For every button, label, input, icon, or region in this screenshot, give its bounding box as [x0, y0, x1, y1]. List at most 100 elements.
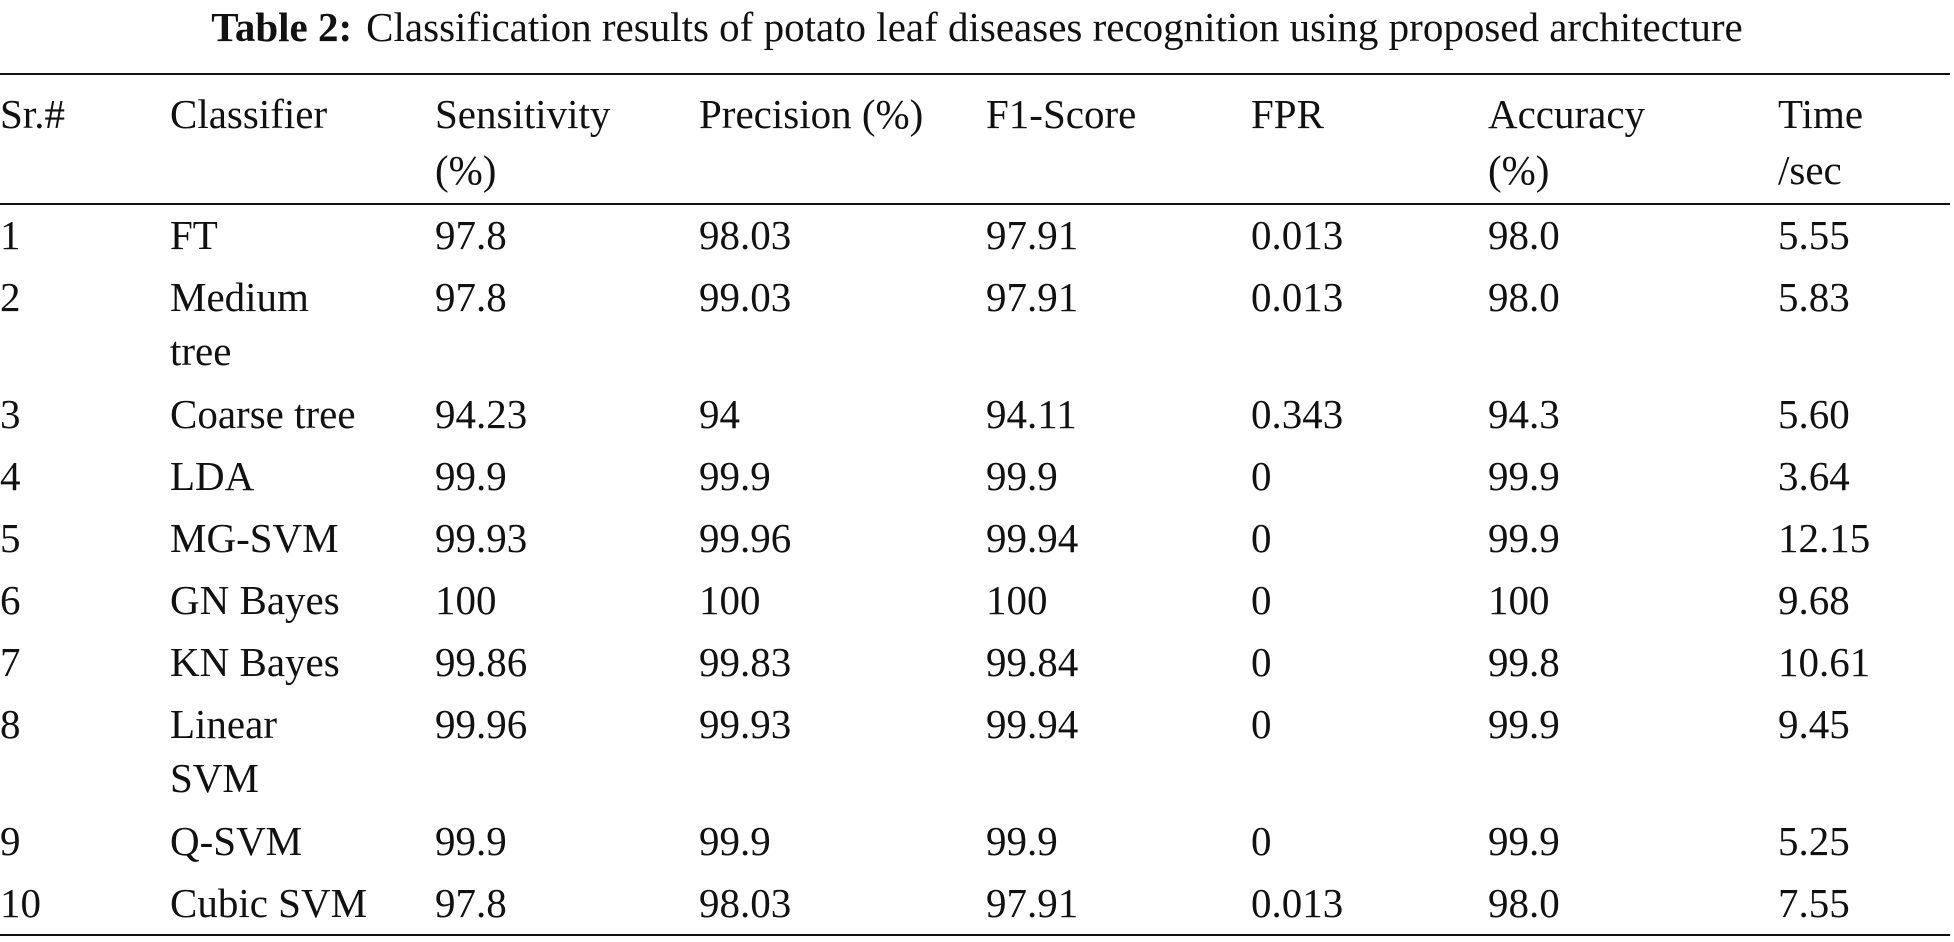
cell-precision: 99.9: [699, 453, 771, 499]
header-accuracy: Accuracy (%): [1488, 91, 1646, 193]
cell-f1-score: 97.91: [986, 274, 1079, 320]
cell-sr: 5: [0, 515, 21, 561]
cell-precision: 99.96: [699, 515, 792, 561]
cell-sensitivity: 99.93: [435, 515, 528, 561]
table-row: 5 MG-SVM 99.93 99.96 99.94 0 99.9 12.15: [0, 511, 1950, 573]
cell-f1-score: 99.84: [986, 639, 1079, 685]
cell-classifier: KN Bayes: [170, 639, 340, 685]
cell-classifier: FT: [170, 212, 218, 258]
cell-time: 7.55: [1778, 880, 1850, 926]
cell-fpr: 0: [1251, 577, 1272, 623]
cell-time: 5.83: [1778, 274, 1850, 320]
cell-sensitivity: 97.8: [435, 274, 507, 320]
cell-precision: 99.03: [699, 274, 792, 320]
cell-fpr: 0: [1251, 453, 1272, 499]
cell-accuracy: 99.9: [1488, 818, 1560, 864]
cell-sensitivity: 100: [435, 577, 497, 623]
cell-sensitivity: 99.9: [435, 818, 507, 864]
cell-fpr: 0.013: [1251, 212, 1344, 258]
header-precision: Precision (%): [699, 91, 924, 137]
cell-classifier: Q-SVM: [170, 818, 303, 864]
cell-accuracy: 98.0: [1488, 880, 1560, 926]
cell-sr: 8: [0, 701, 21, 747]
cell-time: 10.61: [1778, 639, 1871, 685]
table-row: 10 Cubic SVM 97.8 98.03 97.91 0.013 98.0 7.55: [0, 876, 1950, 938]
cell-time: 5.60: [1778, 391, 1850, 437]
cell-accuracy: 99.8: [1488, 639, 1560, 685]
table-caption: Table 2: Classification results of potato…: [0, 2, 1954, 52]
cell-f1-score: 97.91: [986, 212, 1079, 258]
cell-sensitivity: 94.23: [435, 391, 528, 437]
table-row: 3 Coarse tree 94.23 94 94.11 0.343 94.3 5.60: [0, 387, 1950, 449]
cell-sr: 2: [0, 274, 21, 320]
cell-precision: 99.93: [699, 701, 792, 747]
table-row: 7 KN Bayes 99.86 99.83 99.84 0 99.8 10.61: [0, 635, 1950, 697]
cell-classifier: Coarse tree: [170, 391, 356, 437]
table-body: 1 FT 97.8 98.03 97.91 0.013 98.0 5.55 2 Medium tr…: [0, 204, 1950, 938]
table-caption-text: Classification results of potato leaf di…: [366, 4, 1743, 50]
cell-sensitivity: 99.96: [435, 701, 528, 747]
cell-accuracy: 99.9: [1488, 515, 1560, 561]
top-rule: [0, 73, 1950, 75]
cell-precision: 99.83: [699, 639, 792, 685]
cell-precision: 100: [699, 577, 761, 623]
cell-sr: 4: [0, 453, 21, 499]
cell-sr: 9: [0, 818, 21, 864]
cell-f1-score: 99.9: [986, 453, 1058, 499]
cell-sr: 6: [0, 577, 21, 623]
cell-sensitivity: 97.8: [435, 880, 507, 926]
cell-sensitivity: 99.9: [435, 453, 507, 499]
cell-accuracy: 98.0: [1488, 212, 1560, 258]
cell-classifier: LDA: [170, 453, 255, 499]
cell-time: 3.64: [1778, 453, 1850, 499]
cell-fpr: 0: [1251, 639, 1272, 685]
table-row: 4 LDA 99.9 99.9 99.9 0 99.9 3.64: [0, 449, 1950, 511]
cell-sensitivity: 97.8: [435, 212, 507, 258]
bottom-rule: [0, 934, 1950, 936]
cell-sensitivity: 99.86: [435, 639, 528, 685]
cell-fpr: 0: [1251, 515, 1272, 561]
table-row: 2 Medium tree 97.8 99.03 97.91 0.013 98.0 5.83: [0, 270, 1950, 387]
cell-accuracy: 100: [1488, 577, 1550, 623]
cell-time: 9.68: [1778, 577, 1850, 623]
cell-fpr: 0: [1251, 818, 1272, 864]
cell-precision: 98.03: [699, 212, 792, 258]
table-header: Sr.# Classifier Sensitivity (%) Precisio…: [0, 86, 1950, 204]
cell-f1-score: 97.91: [986, 880, 1079, 926]
cell-sr: 3: [0, 391, 21, 437]
cell-classifier: Medium tree: [170, 274, 309, 374]
cell-precision: 94: [699, 391, 740, 437]
cell-fpr: 0.343: [1251, 391, 1344, 437]
table-row: 6 GN Bayes 100 100 100 0 100 9.68: [0, 573, 1950, 635]
header-fpr: FPR: [1251, 91, 1324, 137]
cell-fpr: 0: [1251, 701, 1272, 747]
cell-f1-score: 94.11: [986, 391, 1077, 437]
header-sensitivity: Sensitivity (%): [435, 91, 611, 193]
cell-f1-score: 100: [986, 577, 1048, 623]
cell-accuracy: 99.9: [1488, 701, 1560, 747]
cell-time: 5.25: [1778, 818, 1850, 864]
cell-precision: 99.9: [699, 818, 771, 864]
cell-f1-score: 99.9: [986, 818, 1058, 864]
header-f1-score: F1-Score: [986, 91, 1137, 137]
results-table: Sr.# Classifier Sensitivity (%) Precisio…: [0, 86, 1950, 938]
cell-time: 9.45: [1778, 701, 1850, 747]
cell-classifier: Linear SVM: [170, 701, 277, 801]
cell-accuracy: 94.3: [1488, 391, 1560, 437]
table-row: 1 FT 97.8 98.03 97.91 0.013 98.0 5.55: [0, 208, 1950, 270]
header-sr: Sr.#: [0, 91, 65, 137]
header-row: Sr.# Classifier Sensitivity (%) Precisio…: [0, 86, 1950, 204]
cell-sr: 10: [0, 880, 41, 926]
header-classifier: Classifier: [170, 91, 328, 137]
table-row: 8 Linear SVM 99.96 99.93 99.94 0 99.9 9.45: [0, 697, 1950, 814]
cell-time: 5.55: [1778, 212, 1850, 258]
cell-fpr: 0.013: [1251, 274, 1344, 320]
cell-classifier: Cubic SVM: [170, 880, 368, 926]
header-rule: [0, 203, 1950, 205]
cell-sr: 7: [0, 639, 21, 685]
cell-precision: 98.03: [699, 880, 792, 926]
cell-sr: 1: [0, 212, 21, 258]
header-time: Time /sec: [1778, 91, 1864, 193]
cell-f1-score: 99.94: [986, 701, 1079, 747]
cell-accuracy: 99.9: [1488, 453, 1560, 499]
